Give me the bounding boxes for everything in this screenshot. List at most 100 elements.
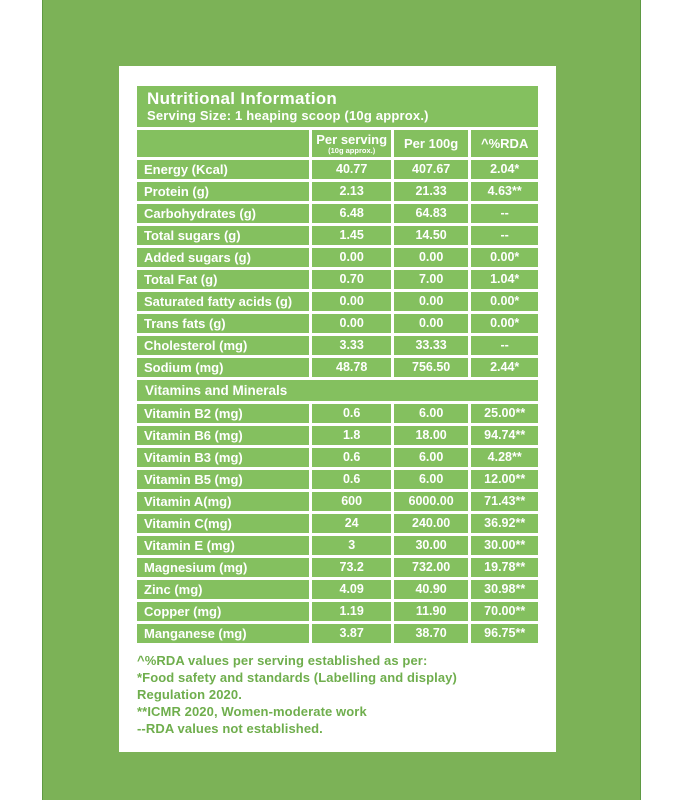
table-row: Vitamin A(mg) 600 6000.00 71.43** [137, 492, 538, 511]
rda-value: 70.00** [471, 602, 538, 621]
rda-value: 2.44* [471, 358, 538, 377]
rda-value: 2.04* [471, 160, 538, 179]
nutrition-table: Per serving (10g approx.) Per 100g ^%RDA… [137, 130, 538, 377]
footnote-line: Regulation 2020. [137, 687, 242, 702]
table-row: Vitamin C(mg) 24 240.00 36.92** [137, 514, 538, 533]
nutrient-label: Sodium (mg) [137, 358, 310, 377]
per-100g-value: 21.33 [393, 182, 469, 201]
per-100g-value: 7.00 [393, 270, 469, 289]
rda-value: 0.00* [471, 292, 538, 311]
table-row: Trans fats (g) 0.00 0.00 0.00* [137, 314, 538, 333]
per-100g-value: 18.00 [393, 426, 469, 445]
footnotes: ^%RDA values per serving established as … [137, 652, 538, 737]
table-row: Vitamin E (mg) 3 30.00 30.00** [137, 536, 538, 555]
table-row: Added sugars (g) 0.00 0.00 0.00* [137, 248, 538, 267]
per-100g-value: 732.00 [393, 558, 469, 577]
per-serving-value: 0.70 [312, 270, 391, 289]
nutrition-label-card: Nutritional Information Serving Size: 1 … [119, 66, 556, 752]
per-100g-value: 407.67 [393, 160, 469, 179]
per-100g-value: 38.70 [393, 624, 469, 643]
rda-value: 30.00** [471, 536, 538, 555]
serving-size-text: Serving Size: 1 heaping scoop (10g appro… [147, 108, 429, 123]
nutrient-label: Trans fats (g) [137, 314, 310, 333]
per-100g-value: 14.50 [393, 226, 469, 245]
per-100g-value: 0.00 [393, 314, 469, 333]
nutrient-label: Vitamin E (mg) [137, 536, 310, 555]
rda-value: 25.00** [471, 404, 538, 423]
table-row: Zinc (mg) 4.09 40.90 30.98** [137, 580, 538, 599]
table-row: Total sugars (g) 1.45 14.50 -- [137, 226, 538, 245]
per-100g-value: 40.90 [393, 580, 469, 599]
table-row: Vitamin B6 (mg) 1.8 18.00 94.74** [137, 426, 538, 445]
header-rda-cell: ^%RDA [471, 130, 538, 157]
per-serving-value: 6.48 [312, 204, 391, 223]
per-100g-value: 6.00 [393, 470, 469, 489]
rda-value: -- [471, 204, 538, 223]
nutrient-label: Saturated fatty acids (g) [137, 292, 310, 311]
per-serving-value: 600 [312, 492, 391, 511]
per-serving-value: 24 [312, 514, 391, 533]
header-per-serving-cell: Per serving (10g approx.) [312, 130, 391, 157]
table-header-row: Per serving (10g approx.) Per 100g ^%RDA [137, 130, 538, 157]
per-serving-value: 1.45 [312, 226, 391, 245]
per-100g-value: 6.00 [393, 448, 469, 467]
vitamins-section-header: Vitamins and Minerals [137, 380, 538, 401]
per-serving-value: 48.78 [312, 358, 391, 377]
nutrient-label: Total sugars (g) [137, 226, 310, 245]
nutrition-title: Nutritional Information [147, 89, 338, 108]
table-row: Protein (g) 2.13 21.33 4.63** [137, 182, 538, 201]
table-row: Saturated fatty acids (g) 0.00 0.00 0.00… [137, 292, 538, 311]
per-100g-value: 6000.00 [393, 492, 469, 511]
per-serving-value: 1.19 [312, 602, 391, 621]
rda-value: 0.00* [471, 314, 538, 333]
table-row: Cholesterol (mg) 3.33 33.33 -- [137, 336, 538, 355]
table-row: Vitamin B2 (mg) 0.6 6.00 25.00** [137, 404, 538, 423]
per-100g-header: Per 100g [404, 136, 459, 151]
table-row: Manganese (mg) 3.87 38.70 96.75** [137, 624, 538, 643]
per-serving-value: 0.6 [312, 470, 391, 489]
vitamins-table: Vitamin B2 (mg) 0.6 6.00 25.00** Vitamin… [137, 404, 538, 643]
per-serving-value: 3.33 [312, 336, 391, 355]
table-row: Vitamin B5 (mg) 0.6 6.00 12.00** [137, 470, 538, 489]
header-per-100g-cell: Per 100g [393, 130, 469, 157]
nutrient-label: Vitamin C(mg) [137, 514, 310, 533]
rda-value: 19.78** [471, 558, 538, 577]
per-100g-value: 64.83 [393, 204, 469, 223]
nutrient-label: Energy (Kcal) [137, 160, 310, 179]
per-serving-value: 40.77 [312, 160, 391, 179]
per-serving-value: 1.8 [312, 426, 391, 445]
nutrient-label: Protein (g) [137, 182, 310, 201]
table-row: Vitamin B3 (mg) 0.6 6.00 4.28** [137, 448, 538, 467]
per-100g-value: 11.90 [393, 602, 469, 621]
footnote-line: --RDA values not established. [137, 721, 323, 736]
nutrient-label: Vitamin A(mg) [137, 492, 310, 511]
nutrient-label: Manganese (mg) [137, 624, 310, 643]
per-100g-value: 6.00 [393, 404, 469, 423]
rda-value: -- [471, 226, 538, 245]
per-100g-value: 0.00 [393, 248, 469, 267]
per-100g-value: 0.00 [393, 292, 469, 311]
per-serving-value: 0.6 [312, 448, 391, 467]
footnote-line: *Food safety and standards (Labelling an… [137, 670, 457, 685]
nutrient-label: Vitamin B5 (mg) [137, 470, 310, 489]
per-serving-value: 0.6 [312, 404, 391, 423]
per-serving-value: 2.13 [312, 182, 391, 201]
header-nutrient-cell [137, 130, 310, 157]
table-row: Carbohydrates (g) 6.48 64.83 -- [137, 204, 538, 223]
per-serving-value: 3 [312, 536, 391, 555]
nutrient-label: Vitamin B2 (mg) [137, 404, 310, 423]
per-serving-value: 73.2 [312, 558, 391, 577]
rda-value: 4.28** [471, 448, 538, 467]
rda-value: 1.04* [471, 270, 538, 289]
per-100g-value: 30.00 [393, 536, 469, 555]
per-serving-value: 0.00 [312, 248, 391, 267]
table-row: Total Fat (g) 0.70 7.00 1.04* [137, 270, 538, 289]
per-serving-value: 0.00 [312, 314, 391, 333]
rda-value: 36.92** [471, 514, 538, 533]
per-serving-value: 3.87 [312, 624, 391, 643]
per-serving-subheader: (10g approx.) [328, 145, 376, 155]
rda-value: 71.43** [471, 492, 538, 511]
per-serving-value: 4.09 [312, 580, 391, 599]
per-100g-value: 240.00 [393, 514, 469, 533]
table-row: Copper (mg) 1.19 11.90 70.00** [137, 602, 538, 621]
